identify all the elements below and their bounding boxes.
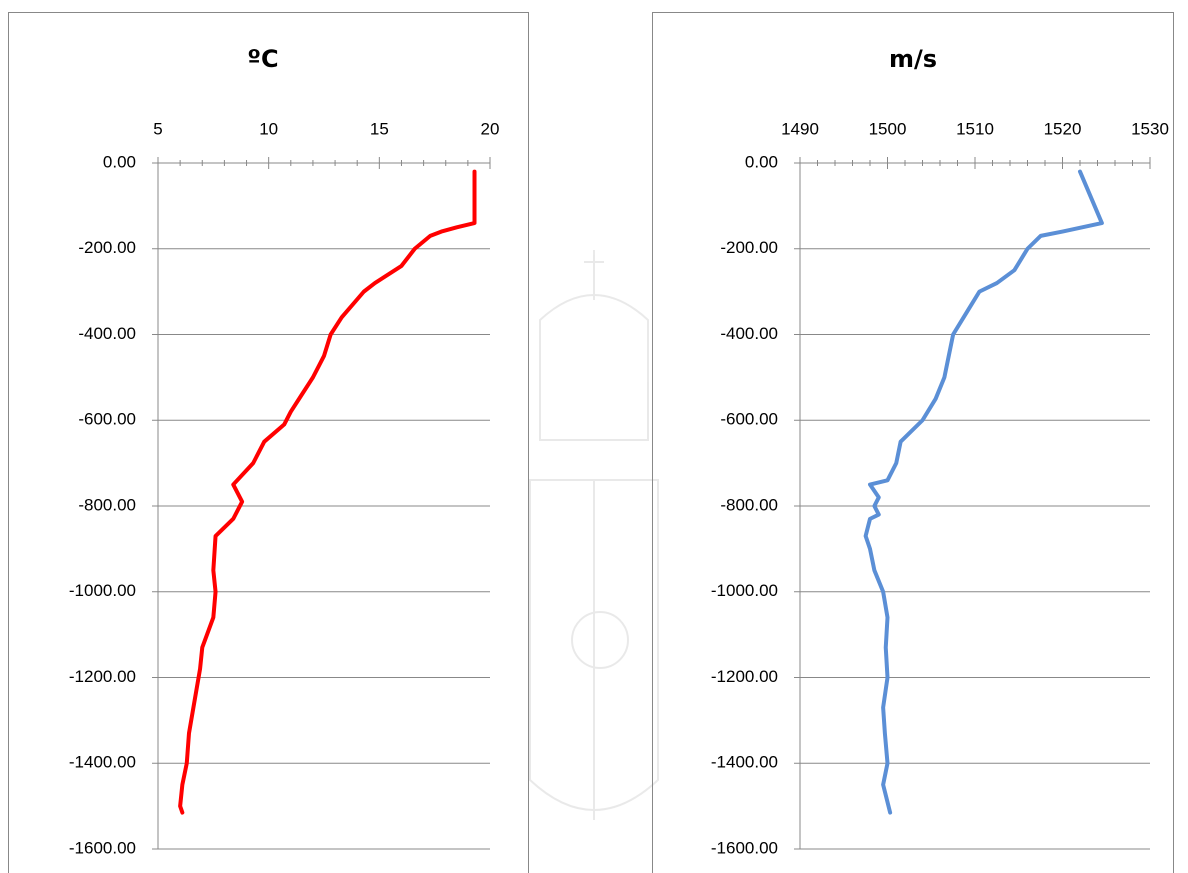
y-tick-label: -400.00 [78, 324, 136, 343]
x-tick-label: 1520 [1044, 119, 1082, 138]
y-tick-label: -1200.00 [711, 667, 778, 686]
x-tick-label: 1510 [956, 119, 994, 138]
y-tick-label: 0.00 [103, 152, 136, 171]
data-line [863, 169, 1104, 815]
y-tick-label: -1400.00 [711, 753, 778, 772]
x-tick-label: 15 [370, 119, 389, 138]
chart-title: m/s [889, 45, 937, 73]
y-tick-label: -1000.00 [69, 581, 136, 600]
y-tick-label: -800.00 [720, 495, 778, 514]
y-tick-label: 0.00 [745, 152, 778, 171]
chart-title: ºC [247, 45, 278, 73]
y-tick-label: -1200.00 [69, 667, 136, 686]
y-tick-label: -600.00 [78, 410, 136, 429]
watermark [529, 250, 659, 820]
x-tick-label: 1490 [781, 119, 819, 138]
y-tick-label: -1400.00 [69, 753, 136, 772]
y-tick-label: -200.00 [720, 238, 778, 257]
chart-frame [8, 12, 529, 873]
x-tick-label: 20 [481, 119, 500, 138]
chart-frame [652, 12, 1174, 873]
y-tick-label: -1000.00 [711, 581, 778, 600]
y-tick-label: -1600.00 [69, 838, 136, 857]
x-tick-label: 1500 [869, 119, 907, 138]
x-tick-label: 10 [259, 119, 278, 138]
x-tick-label: 5 [153, 119, 162, 138]
y-tick-label: -200.00 [78, 238, 136, 257]
y-tick-label: -800.00 [78, 495, 136, 514]
y-tick-label: -1600.00 [711, 838, 778, 857]
y-tick-label: -600.00 [720, 410, 778, 429]
data-line [178, 169, 477, 815]
y-tick-label: -400.00 [720, 324, 778, 343]
x-tick-label: 1530 [1131, 119, 1169, 138]
